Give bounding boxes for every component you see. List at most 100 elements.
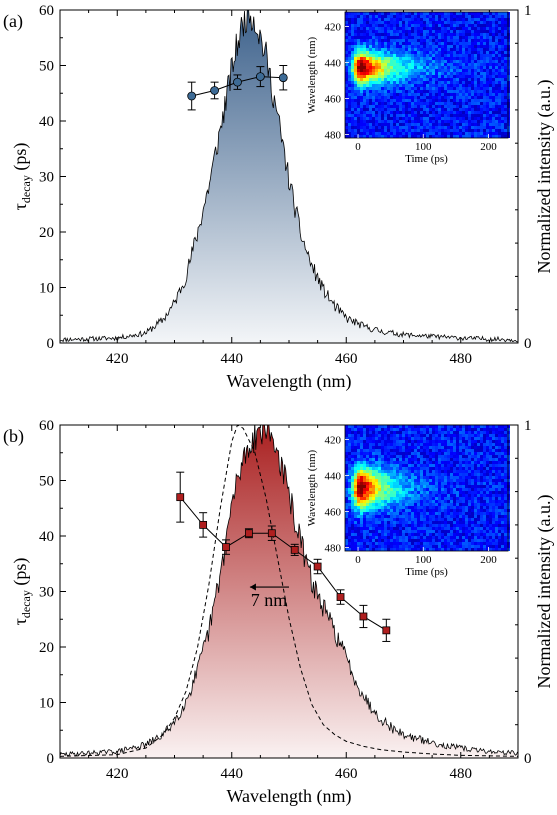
streak-pixel (489, 536, 492, 539)
streak-pixel (357, 470, 360, 473)
streak-pixel (462, 75, 465, 78)
streak-pixel (495, 102, 498, 105)
streak-pixel (372, 69, 375, 72)
y-tick-label-left: 40 (39, 114, 54, 130)
streak-pixel (387, 530, 390, 533)
streak-pixel (357, 72, 360, 75)
streak-pixel (453, 105, 456, 108)
streak-pixel (393, 473, 396, 476)
streak-pixel (444, 87, 447, 90)
streak-pixel (378, 455, 381, 458)
x-axis-label: Wavelength (nm) (226, 786, 351, 807)
streak-pixel (360, 105, 363, 108)
streak-pixel (483, 449, 486, 452)
streak-pixel (435, 96, 438, 99)
streak-pixel (438, 21, 441, 24)
streak-pixel (402, 90, 405, 93)
streak-pixel (411, 542, 414, 545)
streak-pixel (351, 425, 354, 428)
streak-pixel (375, 509, 378, 512)
streak-pixel (480, 518, 483, 521)
streak-pixel (441, 491, 444, 494)
streak-pixel (471, 27, 474, 30)
streak-pixel (402, 45, 405, 48)
streak-pixel (435, 431, 438, 434)
streak-pixel (444, 503, 447, 506)
streak-pixel (450, 114, 453, 117)
streak-pixel (429, 479, 432, 482)
streak-pixel (498, 467, 501, 470)
streak-pixel (378, 446, 381, 449)
streak-pixel (477, 443, 480, 446)
streak-pixel (387, 42, 390, 45)
streak-pixel (480, 425, 483, 428)
streak-pixel (483, 533, 486, 536)
streak-pixel (369, 464, 372, 467)
streak-pixel (441, 515, 444, 518)
streak-pixel (498, 533, 501, 536)
streak-pixel (369, 425, 372, 428)
streak-pixel (351, 54, 354, 57)
streak-pixel (405, 431, 408, 434)
streak-pixel (420, 24, 423, 27)
streak-pixel (426, 479, 429, 482)
streak-pixel (357, 90, 360, 93)
streak-pixel (381, 18, 384, 21)
streak-pixel (396, 102, 399, 105)
streak-pixel (495, 129, 498, 132)
streak-pixel (348, 42, 351, 45)
streak-pixel (492, 84, 495, 87)
streak-pixel (483, 485, 486, 488)
streak-pixel (390, 96, 393, 99)
streak-pixel (435, 461, 438, 464)
streak-pixel (483, 126, 486, 129)
streak-pixel (411, 443, 414, 446)
streak-pixel (411, 545, 414, 548)
streak-pixel (405, 24, 408, 27)
streak-pixel (417, 126, 420, 129)
streak-pixel (498, 87, 501, 90)
streak-pixel (390, 473, 393, 476)
streak-pixel (471, 120, 474, 123)
streak-pixel (465, 464, 468, 467)
streak-pixel (489, 54, 492, 57)
streak-pixel (408, 42, 411, 45)
streak-pixel (381, 33, 384, 36)
streak-pixel (351, 548, 354, 551)
streak-pixel (363, 461, 366, 464)
streak-pixel (453, 524, 456, 527)
streak-pixel (471, 81, 474, 84)
streak-pixel (399, 114, 402, 117)
streak-pixel (501, 105, 504, 108)
streak-pixel (456, 132, 459, 135)
streak-pixel (378, 434, 381, 437)
streak-pixel (405, 437, 408, 440)
streak-pixel (399, 75, 402, 78)
streak-pixel (354, 33, 357, 36)
streak-pixel (462, 524, 465, 527)
streak-pixel (441, 18, 444, 21)
streak-pixel (381, 90, 384, 93)
streak-pixel (504, 60, 507, 63)
streak-pixel (477, 99, 480, 102)
streak-pixel (348, 33, 351, 36)
streak-pixel (423, 93, 426, 96)
streak-pixel (417, 446, 420, 449)
streak-pixel (378, 129, 381, 132)
streak-pixel (462, 542, 465, 545)
streak-pixel (354, 132, 357, 135)
streak-pixel (402, 123, 405, 126)
streak-pixel (486, 87, 489, 90)
streak-pixel (363, 33, 366, 36)
streak-pixel (366, 87, 369, 90)
streak-pixel (450, 488, 453, 491)
streak-pixel (429, 524, 432, 527)
streak-pixel (348, 72, 351, 75)
streak-pixel (414, 482, 417, 485)
streak-pixel (393, 33, 396, 36)
streak-pixel (420, 446, 423, 449)
streak-pixel (486, 506, 489, 509)
streak-pixel (441, 36, 444, 39)
streak-pixel (450, 527, 453, 530)
streak-pixel (474, 87, 477, 90)
